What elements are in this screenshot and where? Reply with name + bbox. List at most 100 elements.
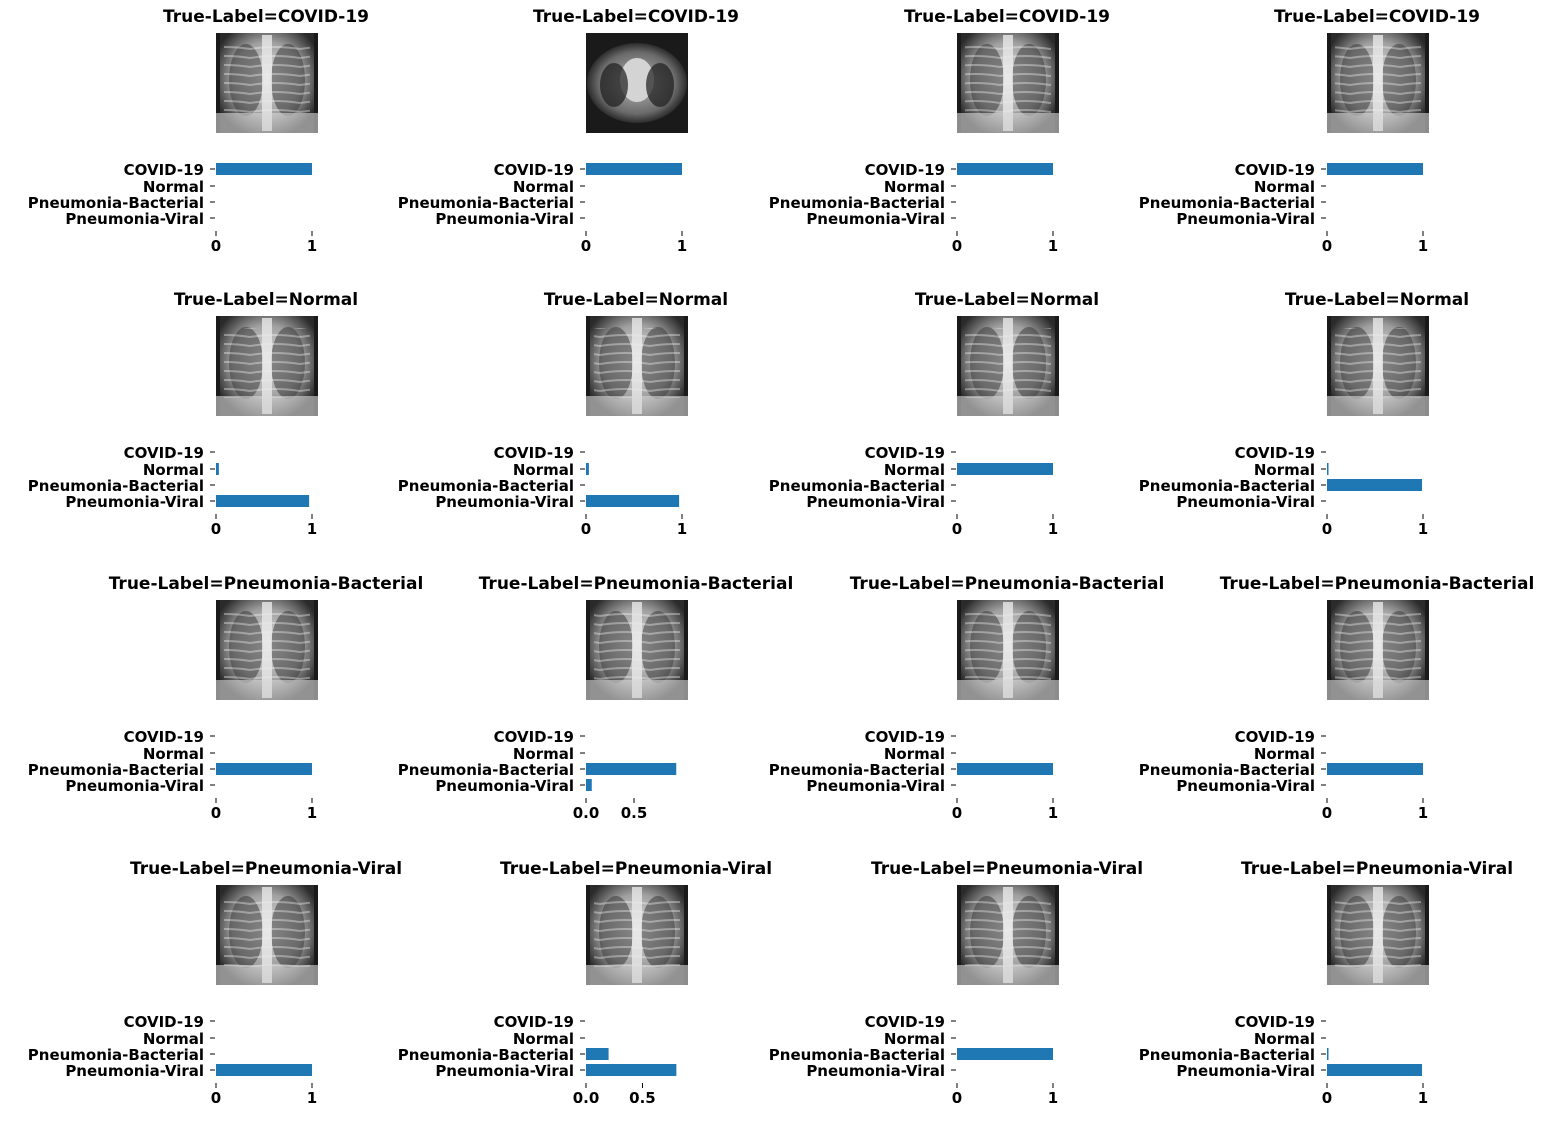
bar-pneumonia-bacterial <box>216 763 312 775</box>
category-label: COVID-19 <box>1235 1013 1315 1031</box>
category-label: Pneumonia-Viral <box>806 210 945 228</box>
panel-3: True-Label=COVID-19COVID-19NormalPneumon… <box>769 7 1110 255</box>
chest-xray-image <box>957 885 1059 985</box>
bar-pneumonia-viral <box>216 1064 312 1076</box>
panel-title: True-Label=Pneumonia-Viral <box>1241 859 1513 879</box>
x-tick-label: 0 <box>1322 804 1332 822</box>
x-tick-label: 1 <box>677 520 687 538</box>
chest-xray-image <box>216 600 318 700</box>
bar-pneumonia-viral <box>586 1064 677 1076</box>
category-label: Normal <box>1254 1030 1315 1048</box>
category-label: COVID-19 <box>124 728 204 746</box>
bar-pneumonia-viral <box>216 495 310 507</box>
panel-6: True-Label=NormalCOVID-19NormalPneumonia… <box>398 290 728 538</box>
panel-title: True-Label=Pneumonia-Viral <box>871 859 1143 879</box>
x-tick-label: 1 <box>307 520 317 538</box>
category-label: COVID-19 <box>124 1013 204 1031</box>
category-label: Normal <box>143 745 204 763</box>
category-label: Normal <box>1254 178 1315 196</box>
category-label: Pneumonia-Viral <box>806 1062 945 1080</box>
chest-xray-image <box>216 885 318 985</box>
x-tick-label: 1 <box>1048 520 1058 538</box>
category-label: Pneumonia-Bacterial <box>398 194 574 212</box>
x-tick-label: 1 <box>307 237 317 255</box>
x-tick-label: 0 <box>1322 520 1332 538</box>
x-tick-label: 0 <box>952 237 962 255</box>
category-label: Pneumonia-Bacterial <box>1139 1046 1315 1064</box>
chest-xray-image <box>586 316 688 416</box>
x-tick-label: 0.5 <box>629 1089 656 1107</box>
bar-pneumonia-bacterial <box>1327 1048 1329 1060</box>
x-tick-label: 0.0 <box>573 804 600 822</box>
bar-pneumonia-bacterial <box>957 763 1053 775</box>
chest-xray-image <box>1327 33 1429 133</box>
x-tick-label: 0 <box>211 237 221 255</box>
category-label: Normal <box>513 461 574 479</box>
bar-pneumonia-bacterial <box>586 1048 609 1060</box>
category-label: Pneumonia-Viral <box>1176 493 1315 511</box>
category-label: Pneumonia-Viral <box>65 777 204 795</box>
bar-normal <box>216 463 219 475</box>
panel-title: True-Label=Pneumonia-Viral <box>130 859 402 879</box>
x-tick-label: 0 <box>211 804 221 822</box>
x-tick-label: 0 <box>952 804 962 822</box>
panel-title: True-Label=COVID-19 <box>904 7 1110 27</box>
category-label: COVID-19 <box>865 1013 945 1031</box>
x-tick-label: 0 <box>211 520 221 538</box>
panel-title: True-Label=Pneumonia-Bacterial <box>109 574 424 594</box>
x-tick-label: 0.0 <box>573 1089 600 1107</box>
x-tick-label: 0 <box>952 520 962 538</box>
category-label: COVID-19 <box>865 161 945 179</box>
category-label: Pneumonia-Bacterial <box>28 761 204 779</box>
chest-xray-image <box>1327 316 1429 416</box>
chest-xray-image <box>1327 885 1429 985</box>
bar-pneumonia-bacterial <box>957 1048 1053 1060</box>
category-label: Normal <box>1254 461 1315 479</box>
x-tick-label: 1 <box>1418 520 1428 538</box>
bar-covid-19 <box>1327 163 1423 175</box>
category-label: Normal <box>513 745 574 763</box>
panel-4: True-Label=COVID-19COVID-19NormalPneumon… <box>1139 7 1480 255</box>
x-tick-label: 1 <box>1418 804 1428 822</box>
x-tick-label: 0 <box>1322 237 1332 255</box>
category-label: Pneumonia-Bacterial <box>398 1046 574 1064</box>
x-tick-label: 0.5 <box>621 804 648 822</box>
category-label: Pneumonia-Bacterial <box>398 761 574 779</box>
panel-2: True-Label=COVID-19COVID-19NormalPneumon… <box>398 7 739 255</box>
panel-title: True-Label=Pneumonia-Viral <box>500 859 772 879</box>
x-tick-label: 1 <box>1048 237 1058 255</box>
category-label: COVID-19 <box>1235 444 1315 462</box>
panel-5: True-Label=NormalCOVID-19NormalPneumonia… <box>28 290 358 538</box>
x-tick-label: 1 <box>1418 1089 1428 1107</box>
category-label: COVID-19 <box>865 728 945 746</box>
panel-13: True-Label=Pneumonia-Viral COVID-19Normal… <box>28 859 402 1107</box>
panel-title: True-Label=Pneumonia-Bacterial <box>479 574 794 594</box>
chest-xray-image <box>957 316 1059 416</box>
category-label: Pneumonia-Viral <box>435 493 574 511</box>
chest-xray-image <box>586 885 688 985</box>
x-tick-label: 1 <box>1048 1089 1058 1107</box>
category-label: Pneumonia-Bacterial <box>1139 194 1315 212</box>
category-label: COVID-19 <box>124 444 204 462</box>
category-label: COVID-19 <box>494 1013 574 1031</box>
category-label: Pneumonia-Bacterial <box>28 1046 204 1064</box>
category-label: Normal <box>1254 745 1315 763</box>
x-tick-label: 1 <box>307 804 317 822</box>
x-tick-label: 0 <box>1322 1089 1332 1107</box>
category-label: Pneumonia-Viral <box>806 777 945 795</box>
category-label: COVID-19 <box>1235 161 1315 179</box>
panel-1: True-Label=COVID-19COVID-19NormalPneumon… <box>28 7 369 255</box>
category-label: COVID-19 <box>494 161 574 179</box>
bar-pneumonia-bacterial <box>1327 479 1423 491</box>
category-label: Pneumonia-Viral <box>65 1062 204 1080</box>
panel-title: True-Label=Pneumonia-Bacterial <box>850 574 1165 594</box>
panel-11: True-Label=Pneumonia-Bacterial COVID-19No… <box>769 574 1165 822</box>
panel-title: True-Label=Normal <box>1285 290 1469 310</box>
panel-title: True-Label=COVID-19 <box>163 7 369 27</box>
bar-pneumonia-viral <box>586 779 592 791</box>
category-label: Pneumonia-Viral <box>65 493 204 511</box>
category-label: Pneumonia-Viral <box>1176 777 1315 795</box>
category-label: COVID-19 <box>494 444 574 462</box>
